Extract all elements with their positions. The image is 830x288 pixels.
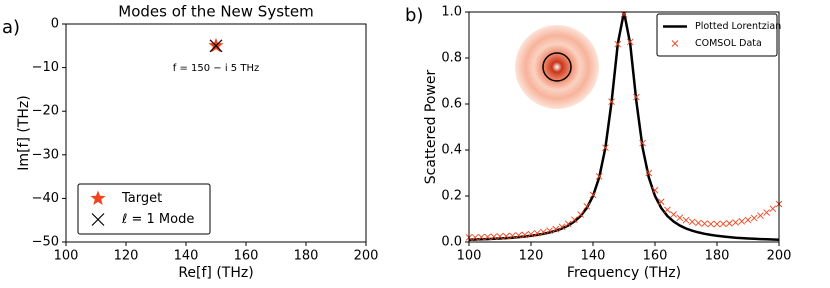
x-marker <box>676 214 684 222</box>
legend-marker <box>91 213 105 226</box>
x-marker <box>509 232 516 240</box>
x-marker <box>763 209 770 216</box>
x-marker <box>738 217 746 225</box>
y-tick-label: 0.8 <box>441 51 462 66</box>
x-marker <box>707 220 715 228</box>
x-marker <box>750 214 758 222</box>
axes-frame <box>65 23 367 243</box>
x-marker <box>484 233 491 241</box>
x-marker <box>769 205 777 212</box>
y-axis-label: Im[f] (THz) <box>16 95 32 170</box>
annotation: f = 150 − i 5 THz <box>173 63 259 74</box>
x-tick-label: 200 <box>354 249 379 264</box>
x-marker <box>744 216 752 224</box>
x-marker <box>521 231 529 239</box>
x-marker <box>515 232 522 239</box>
x-marker <box>496 233 504 240</box>
x-tick-label: 200 <box>767 249 792 264</box>
x-tick-label: 100 <box>54 249 79 264</box>
y-tick-label: −30 <box>32 147 59 162</box>
legend-label: ℓ = 1 Mode <box>121 212 194 227</box>
x-marker <box>688 218 696 226</box>
x-tick-label: 160 <box>234 249 259 264</box>
y-tick-label: 0.4 <box>441 143 462 158</box>
x-marker <box>713 220 721 228</box>
x-tick-label: 140 <box>174 249 199 264</box>
inset-field <box>515 25 599 109</box>
x-tick-label: 120 <box>114 249 139 264</box>
x-marker <box>546 227 553 235</box>
x-marker <box>490 233 498 241</box>
x-marker <box>571 216 578 224</box>
x-marker <box>670 211 677 218</box>
legend-label: Target <box>121 191 162 206</box>
panel-label: a) <box>2 17 20 38</box>
x-marker <box>595 173 603 180</box>
legend-label: COMSOL Data <box>695 38 762 49</box>
inset-particle <box>542 52 572 82</box>
x-axis-label: Frequency (THz) <box>567 265 681 281</box>
x-marker <box>651 186 659 194</box>
x-marker <box>589 191 597 199</box>
x-marker <box>645 169 653 177</box>
x-marker <box>602 144 609 152</box>
x-marker <box>502 232 510 240</box>
x-marker <box>701 220 708 227</box>
x-marker <box>583 203 591 210</box>
x-marker <box>626 38 634 46</box>
x-marker <box>564 220 572 228</box>
y-tick-label: −20 <box>32 104 59 119</box>
y-tick-label: −50 <box>32 235 59 250</box>
x-marker <box>552 225 560 233</box>
x-tick-label: 100 <box>457 249 482 264</box>
y-tick-label: 0.2 <box>441 189 462 204</box>
chart-title: Modes of the New System <box>118 3 313 21</box>
legend-box <box>77 183 211 235</box>
x-marker <box>633 93 640 101</box>
y-axis-label: Scattered Power <box>423 70 439 185</box>
x-marker <box>639 139 646 147</box>
y-tick-label: 0 <box>51 17 59 32</box>
x-marker <box>527 230 535 238</box>
legend-label: Plotted Lorentzian <box>695 21 781 32</box>
x-marker <box>478 233 485 241</box>
legend-marker <box>671 40 679 47</box>
x-marker <box>471 234 479 241</box>
x-tick-label: 160 <box>643 249 668 264</box>
panel-label: b) <box>405 5 423 26</box>
x-tick-label: 180 <box>294 249 319 264</box>
x-marker <box>533 229 541 237</box>
x-tick-label: 120 <box>519 249 544 264</box>
y-tick-label: −10 <box>32 60 59 75</box>
x-marker <box>614 40 622 48</box>
y-tick-label: 0.6 <box>441 97 462 112</box>
y-tick-label: 1.0 <box>441 5 462 20</box>
x-tick-label: 140 <box>581 249 606 264</box>
legend-marker <box>90 190 106 205</box>
x-marker <box>732 219 739 226</box>
x-axis-label: Re[f] (THz) <box>178 265 253 281</box>
x-marker <box>209 39 223 53</box>
y-tick-label: 0.0 <box>441 235 462 250</box>
y-tick-label: −40 <box>32 191 59 206</box>
x-marker <box>695 219 702 227</box>
legend-box <box>656 13 778 57</box>
x-marker <box>657 198 665 206</box>
x-marker <box>577 211 584 218</box>
x-marker <box>726 220 733 227</box>
axes-frame <box>468 11 780 243</box>
x-marker <box>719 220 727 228</box>
x-marker <box>664 206 671 214</box>
x-marker <box>682 216 690 224</box>
x-marker <box>608 98 615 106</box>
x-marker <box>757 212 764 219</box>
x-marker <box>540 228 547 236</box>
x-marker <box>558 223 566 231</box>
x-tick-label: 180 <box>705 249 730 264</box>
